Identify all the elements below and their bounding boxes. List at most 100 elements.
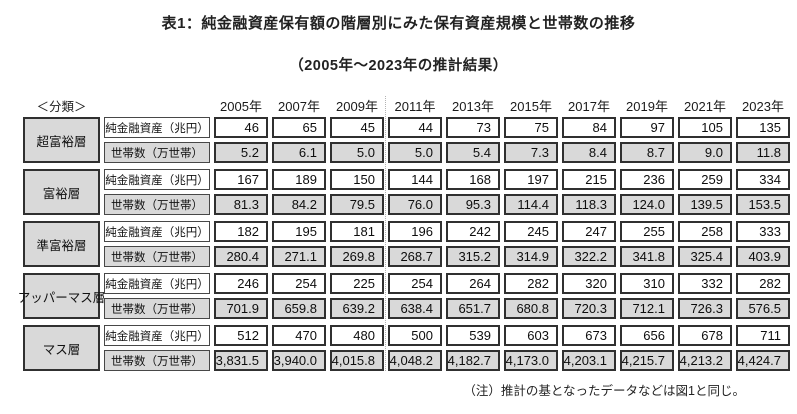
- asset-value-cell: 310: [620, 273, 674, 294]
- household-value-cell: 4,048.2: [388, 350, 442, 371]
- row-label-households: 世帯数（万世帯）: [104, 246, 210, 267]
- asset-value-cell: 470: [272, 325, 326, 346]
- asset-value-cell: 189: [272, 169, 326, 190]
- household-value-cell: 680.8: [504, 298, 558, 319]
- tier-name: マス層: [23, 325, 100, 371]
- asset-value-cell: 258: [678, 221, 732, 242]
- tier-group: 超富裕層 純金融資産（兆円） 46 65 45 44 73 75 84 97 105 135 世帯数（万…: [23, 117, 790, 163]
- asset-value-cell: 135: [736, 117, 790, 138]
- household-value-cell: 280.4: [214, 246, 268, 267]
- tier-name: アッパーマス層: [18, 273, 105, 319]
- household-value-cell: 118.3: [562, 194, 616, 215]
- year-header: 2021年: [684, 99, 726, 114]
- household-value-cell: 720.3: [562, 298, 616, 319]
- household-value-cell: 4,203.1: [562, 350, 616, 371]
- household-value-cell: 726.3: [678, 298, 732, 319]
- household-value-cell: 325.4: [678, 246, 732, 267]
- household-value-cell: 4,182.7: [446, 350, 500, 371]
- row-label-households: 世帯数（万世帯）: [104, 350, 210, 371]
- year-header: 2023年: [742, 99, 784, 114]
- row-label-assets: 純金融資産（兆円）: [104, 221, 210, 242]
- year-header: 2009年: [336, 99, 378, 114]
- household-value-cell: 9.0: [678, 142, 732, 163]
- year-header: 2019年: [626, 99, 668, 114]
- table-title: 表1：純金融資産保有額の階層別にみた保有資産規模と世帯数の推移: [161, 15, 636, 32]
- asset-value-cell: 168: [446, 169, 500, 190]
- household-value-cell: 322.2: [562, 246, 616, 267]
- household-value-cell: 81.3: [214, 194, 268, 215]
- household-value-cell: 403.9: [736, 246, 790, 267]
- asset-value-cell: 196: [388, 221, 442, 242]
- tier-name: 準富裕層: [23, 221, 100, 267]
- asset-value-cell: 332: [678, 273, 732, 294]
- asset-value-cell: 97: [620, 117, 674, 138]
- asset-value-cell: 46: [214, 117, 268, 138]
- asset-value-cell: 500: [388, 325, 442, 346]
- tier-group: アッパーマス層 純金融資産（兆円） 246 254 225 254 264 282 320 310…: [18, 273, 790, 319]
- asset-value-cell: 236: [620, 169, 674, 190]
- asset-value-cell: 254: [272, 273, 326, 294]
- tier-group: マス層 純金融資産（兆円） 512 470 480 500 539 603 673 656 678 7…: [23, 325, 790, 371]
- household-value-cell: 11.8: [736, 142, 790, 163]
- row-label-households: 世帯数（万世帯）: [104, 194, 210, 215]
- year-header: 2015年: [510, 99, 552, 114]
- asset-value-cell: 45: [330, 117, 384, 138]
- tier-name: 超富裕層: [23, 117, 100, 163]
- household-value-cell: 659.8: [272, 298, 326, 319]
- asset-value-cell: 225: [330, 273, 384, 294]
- asset-value-cell: 247: [562, 221, 616, 242]
- asset-value-cell: 144: [388, 169, 442, 190]
- household-value-cell: 95.3: [446, 194, 500, 215]
- year-header-row: ＜分類＞ 2005年 2007年 2009年 2011年 2013年 2015年 2017年…: [23, 96, 790, 115]
- household-value-cell: 8.7: [620, 142, 674, 163]
- tier-group: 準富裕層 純金融資産（兆円） 182 195 181 196 242 245 247 255 258…: [23, 221, 790, 267]
- asset-value-cell: 480: [330, 325, 384, 346]
- household-value-cell: 3,831.5: [214, 350, 268, 371]
- household-value-cell: 5.2: [214, 142, 268, 163]
- asset-value-cell: 245: [504, 221, 558, 242]
- year-header: 2011年: [394, 99, 436, 114]
- asset-value-cell: 65: [272, 117, 326, 138]
- wealth-tier-table: ＜分類＞ 2005年 2007年 2009年 2011年 2013年 2015年 2017年…: [18, 96, 790, 371]
- asset-value-cell: 282: [736, 273, 790, 294]
- household-value-cell: 5.0: [330, 142, 384, 163]
- household-value-cell: 7.3: [504, 142, 558, 163]
- household-value-cell: 4,215.7: [620, 350, 674, 371]
- row-label-households: 世帯数（万世帯）: [104, 142, 210, 163]
- classification-label: ＜分類＞: [36, 100, 87, 114]
- household-value-cell: 269.8: [330, 246, 384, 267]
- household-value-cell: 315.2: [446, 246, 500, 267]
- asset-value-cell: 105: [678, 117, 732, 138]
- asset-value-cell: 215: [562, 169, 616, 190]
- household-value-cell: 4,173.0: [504, 350, 558, 371]
- asset-value-cell: 673: [562, 325, 616, 346]
- year-header: 2005年: [220, 99, 262, 114]
- household-value-cell: 114.4: [504, 194, 558, 215]
- household-value-cell: 712.1: [620, 298, 674, 319]
- asset-value-cell: 678: [678, 325, 732, 346]
- asset-value-cell: 182: [214, 221, 268, 242]
- asset-value-cell: 75: [504, 117, 558, 138]
- asset-value-cell: 264: [446, 273, 500, 294]
- household-value-cell: 651.7: [446, 298, 500, 319]
- asset-value-cell: 320: [562, 273, 616, 294]
- asset-value-cell: 603: [504, 325, 558, 346]
- asset-value-cell: 84: [562, 117, 616, 138]
- asset-value-cell: 197: [504, 169, 558, 190]
- asset-value-cell: 44: [388, 117, 442, 138]
- asset-value-cell: 195: [272, 221, 326, 242]
- household-value-cell: 4,424.7: [736, 350, 790, 371]
- household-value-cell: 8.4: [562, 142, 616, 163]
- asset-value-cell: 242: [446, 221, 500, 242]
- household-value-cell: 6.1: [272, 142, 326, 163]
- tier-groups: 超富裕層 純金融資産（兆円） 46 65 45 44 73 75 84 97 105 135 世帯数（万…: [18, 117, 790, 371]
- household-value-cell: 639.2: [330, 298, 384, 319]
- document-page: 表1：純金融資産保有額の階層別にみた保有資産規模と世帯数の推移 （2005年～2…: [0, 12, 797, 414]
- household-value-cell: 5.4: [446, 142, 500, 163]
- table-subtitle: （2005年～2023年の推計結果）: [289, 58, 508, 74]
- tier-name: 富裕層: [23, 169, 100, 215]
- row-label-assets: 純金融資産（兆円）: [104, 117, 210, 138]
- asset-value-cell: 167: [214, 169, 268, 190]
- year-header: 2007年: [278, 99, 320, 114]
- asset-value-cell: 333: [736, 221, 790, 242]
